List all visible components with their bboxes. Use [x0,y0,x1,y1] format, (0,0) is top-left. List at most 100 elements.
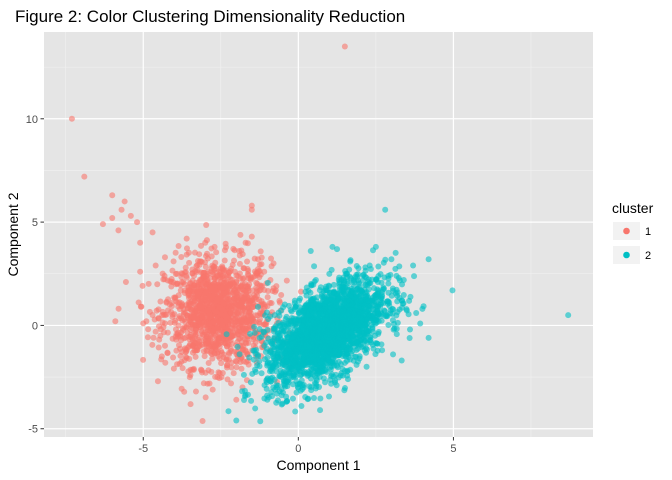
scatter-point [406,335,413,342]
scatter-point [348,285,355,292]
scatter-point [217,310,224,317]
scatter-point [326,321,333,328]
scatter-point [170,365,177,372]
y-tick-label-10: 10 [26,114,38,126]
scatter-point [565,312,572,319]
scatter-point [143,318,150,325]
scatter-point [256,320,263,327]
scatter-point [339,319,346,326]
scatter-point [362,295,369,302]
scatter-point [283,398,290,405]
scatter-point [172,249,179,256]
scatter-point [350,290,357,297]
scatter-point [155,315,162,322]
scatter-point [273,390,280,397]
scatter-point [261,268,268,275]
scatter-point [139,282,146,289]
legend-label-1: 1 [645,226,651,238]
scatter-point [291,326,298,333]
scatter-point [321,305,328,312]
scatter-point [197,303,204,310]
scatter-point [361,347,368,354]
scatter-point [309,329,316,336]
scatter-point [388,256,395,263]
scatter-point [184,305,191,312]
scatter-point [190,322,197,329]
scatter-point [197,342,204,349]
scatter-point [350,277,357,284]
scatter-point [250,356,257,363]
scatter-point [168,283,175,290]
scatter-point [389,310,396,317]
scatter-point [205,307,212,314]
scatter-point [323,347,330,354]
scatter-point [198,258,205,265]
scatter-point [334,292,341,299]
scatter-point [273,384,280,391]
scatter-point [228,364,235,371]
scatter-point [205,367,212,374]
scatter-point [326,333,333,340]
scatter-point [357,309,364,316]
x-tick-label-5: 5 [450,443,456,455]
scatter-point [229,261,236,268]
scatter-point [380,259,387,266]
scatter-point [186,259,193,266]
chart-title: Figure 2: Color Clustering Dimensionalit… [15,7,405,26]
scatter-point [394,289,401,296]
scatter-point [237,231,244,238]
scatter-point [273,359,280,366]
scatter-point [161,254,168,261]
scatter-point [222,240,229,247]
scatter-point [225,408,232,415]
scatter-point [257,248,264,255]
y-axis-label: Component 2 [5,192,21,276]
scatter-point [365,307,372,314]
scatter-point [175,329,182,336]
scatter-point [329,326,336,333]
scatter-point [311,263,318,270]
scatter-point [288,308,295,315]
scatter-point [367,339,374,346]
scatter-point [216,370,223,377]
scatter-point [257,418,264,425]
scatter-point [331,338,338,345]
scatter-point [161,342,168,349]
scatter-point [239,330,246,337]
scatter-point [203,347,210,354]
scatter-point [224,376,231,383]
scatter-point [317,348,323,355]
scatter-point [167,319,174,326]
scatter-point [223,331,230,338]
scatter-point [231,348,238,355]
scatter-point [330,281,337,288]
scatter-point [226,351,233,358]
scatter-point [237,323,244,330]
scatter-point [394,298,401,305]
scatter-point [164,329,171,336]
scatter-point [288,341,295,348]
scatter-point [300,308,307,314]
scatter-point [171,311,178,318]
scatter-point [326,393,333,400]
scatter-point [238,365,245,372]
scatter-point [250,342,257,349]
scatter-point [375,328,382,335]
scatter-point [236,270,243,277]
scatter-point [178,300,185,307]
scatter-point [353,316,360,323]
scatter-point [182,334,189,341]
scatter-point [122,279,129,286]
scatter-point [287,318,294,325]
scatter-point [328,363,335,370]
scatter-point [232,316,239,323]
scatter-point [181,289,188,296]
scatter-point [256,363,263,370]
scatter-point [331,342,338,349]
scatter-point [203,222,210,229]
scatter-point [324,355,331,362]
scatter-point [413,310,420,317]
scatter-point [242,239,249,246]
scatter-point [157,298,164,305]
scatter-point [240,371,247,378]
